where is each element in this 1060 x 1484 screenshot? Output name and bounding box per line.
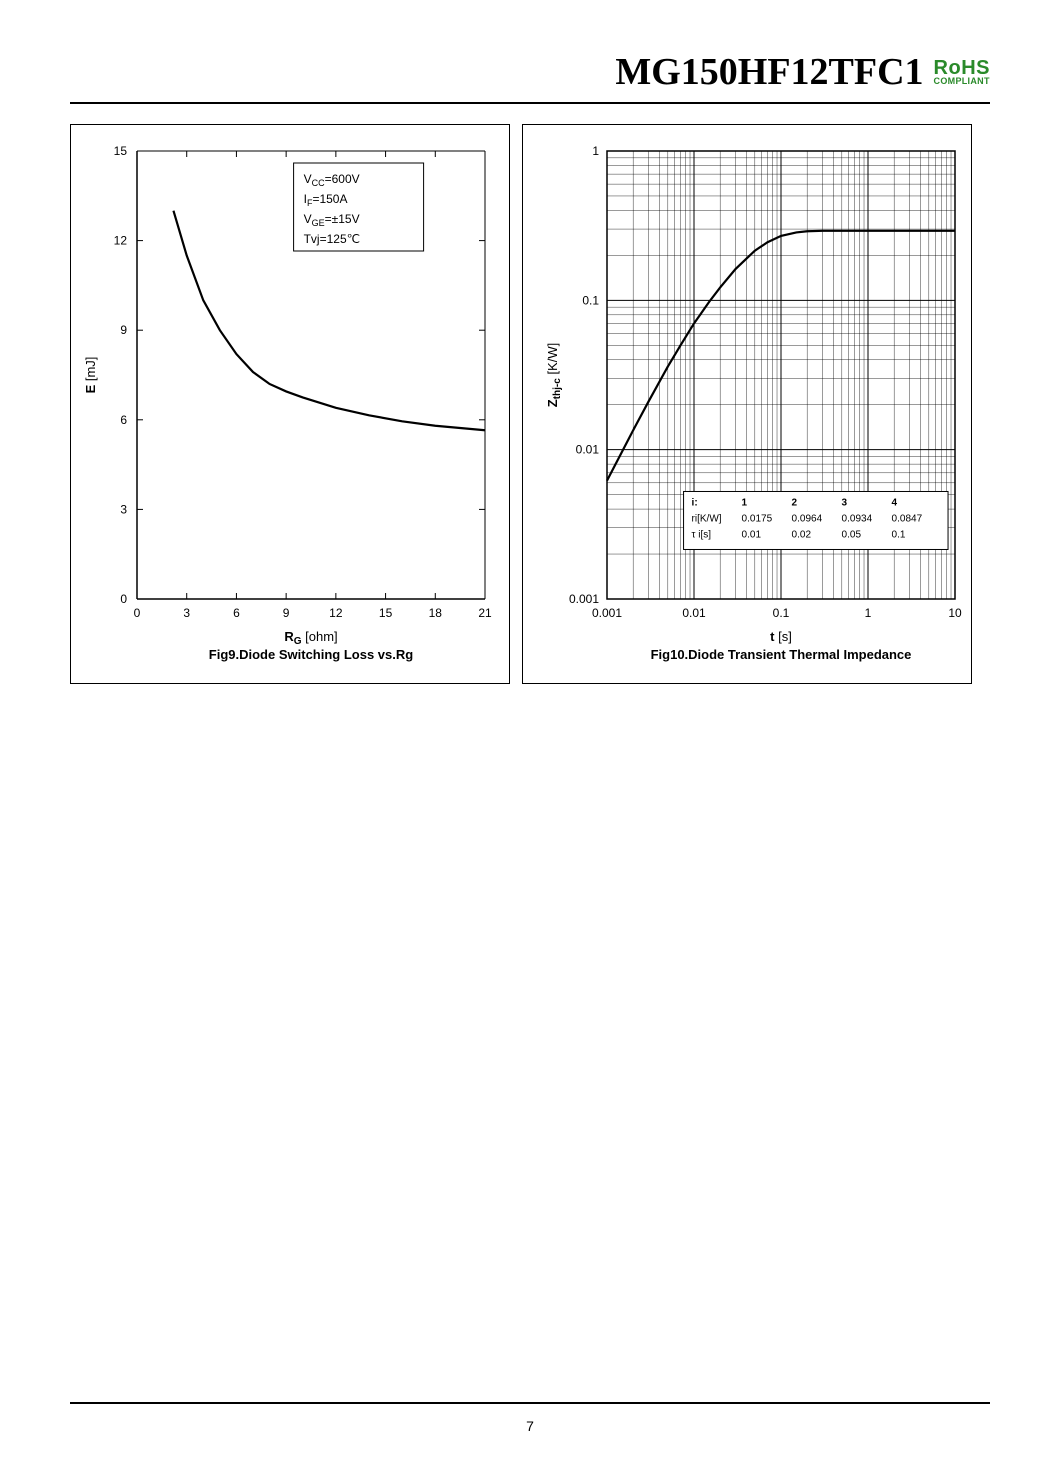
fig10-panel: 0.001 0.01 0.1 1 10 0.001 0.01 0.1 1 i: 1 2 3 4 ri[K/W…: [522, 124, 972, 684]
svg-text:12: 12: [114, 234, 128, 248]
svg-text:0.05: 0.05: [842, 529, 862, 540]
svg-text:0: 0: [134, 606, 141, 620]
svg-text:Tvj=125℃: Tvj=125℃: [304, 232, 361, 246]
svg-text:1: 1: [742, 497, 748, 508]
page-header: MG150HF12TFC1 RoHS COMPLIANT: [70, 50, 990, 104]
svg-text:1: 1: [865, 606, 872, 620]
rohs-main: RoHS: [934, 59, 990, 77]
svg-text:Fig9.Diode Switching Loss vs.R: Fig9.Diode Switching Loss vs.Rg: [209, 647, 413, 662]
svg-text:6: 6: [233, 606, 240, 620]
svg-text:0.02: 0.02: [792, 529, 812, 540]
svg-text:Fig10.Diode Transient Thermal: Fig10.Diode Transient Thermal Impedance: [651, 647, 912, 662]
svg-text:3: 3: [183, 606, 190, 620]
fig9-chart: 03691215182103691215VCC=600VIF=150AVGE=±…: [77, 133, 503, 677]
svg-text:0: 0: [120, 592, 127, 606]
svg-text:12: 12: [329, 606, 343, 620]
fig10-chart: 0.001 0.01 0.1 1 10 0.001 0.01 0.1 1 i: 1 2 3 4 ri[K/W…: [529, 133, 965, 677]
svg-text:0.0964: 0.0964: [792, 513, 823, 524]
svg-text:0.01: 0.01: [576, 443, 600, 457]
svg-text:10: 10: [948, 606, 962, 620]
rohs-sub: COMPLIANT: [934, 77, 990, 85]
svg-text:ri[K/W]: ri[K/W]: [692, 513, 722, 524]
footer-rule: [70, 1402, 990, 1404]
svg-text:τ i[s]: τ i[s]: [692, 529, 712, 540]
svg-text:15: 15: [379, 606, 393, 620]
svg-text:0.0175: 0.0175: [742, 513, 773, 524]
svg-text:t [s]: t [s]: [770, 629, 792, 644]
rohs-badge: RoHS COMPLIANT: [934, 59, 990, 85]
svg-text:3: 3: [120, 502, 127, 516]
svg-text:i:: i:: [692, 497, 698, 508]
fig9-panel: 03691215182103691215VCC=600VIF=150AVGE=±…: [70, 124, 510, 684]
svg-text:21: 21: [478, 606, 492, 620]
svg-text:0.001: 0.001: [569, 592, 599, 606]
part-number: MG150HF12TFC1: [615, 50, 923, 94]
svg-text:0.01: 0.01: [682, 606, 706, 620]
page-number: 7: [0, 1418, 1060, 1434]
svg-text:0.001: 0.001: [592, 606, 622, 620]
svg-text:0.1: 0.1: [892, 529, 906, 540]
charts-row: 03691215182103691215VCC=600VIF=150AVGE=±…: [70, 124, 990, 684]
svg-text:E [mJ]: E [mJ]: [83, 357, 98, 394]
svg-text:0.1: 0.1: [582, 293, 599, 307]
svg-text:1: 1: [592, 144, 599, 158]
svg-text:2: 2: [792, 497, 798, 508]
svg-text:RG [ohm]: RG [ohm]: [284, 629, 337, 647]
svg-text:9: 9: [283, 606, 290, 620]
svg-text:9: 9: [120, 323, 127, 337]
svg-text:15: 15: [114, 144, 128, 158]
svg-text:0.01: 0.01: [742, 529, 762, 540]
svg-text:3: 3: [842, 497, 848, 508]
svg-text:6: 6: [120, 413, 127, 427]
svg-text:4: 4: [892, 497, 898, 508]
svg-text:18: 18: [429, 606, 443, 620]
svg-text:0.0934: 0.0934: [842, 513, 873, 524]
svg-text:Zthj-c [K/W]: Zthj-c [K/W]: [545, 343, 563, 407]
svg-text:0.0847: 0.0847: [892, 513, 923, 524]
svg-text:0.1: 0.1: [773, 606, 790, 620]
